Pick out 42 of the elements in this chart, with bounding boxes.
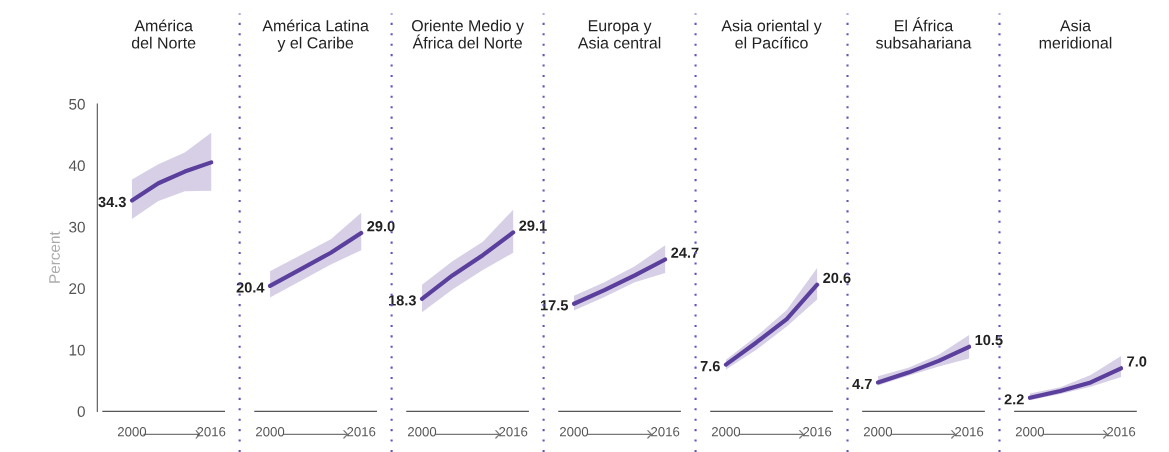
data-label: 10.5 bbox=[975, 334, 1003, 346]
data-label: 20.4 bbox=[236, 282, 265, 293]
chart-title: América del Norte bbox=[131, 19, 196, 49]
x-tick-label: 2016 bbox=[803, 427, 832, 437]
y-tick-label: 30 bbox=[69, 221, 85, 233]
data-label: 7.0 bbox=[1127, 356, 1147, 367]
x-tick-label: 2016 bbox=[197, 427, 226, 437]
data-label: 2.2 bbox=[1004, 394, 1024, 405]
data-label: 18.3 bbox=[388, 295, 416, 306]
x-tick-label: 2016 bbox=[499, 427, 528, 437]
chart-title: El África subsahariana bbox=[876, 17, 972, 49]
data-label: 34.3 bbox=[98, 196, 126, 208]
x-tick-label: 2016 bbox=[651, 427, 680, 437]
y-tick-label: 50 bbox=[69, 98, 85, 110]
x-tick-label: 2000 bbox=[711, 427, 741, 437]
chart-title: Asia oriental y el Pacífico bbox=[721, 19, 822, 49]
chart-title: Oriente Medio y África del Norte bbox=[411, 19, 524, 49]
data-label: 29.1 bbox=[519, 220, 547, 231]
x-tick-label: 2000 bbox=[408, 427, 437, 437]
data-label: 24.7 bbox=[671, 247, 699, 258]
y-tick-label: 40 bbox=[68, 160, 85, 172]
data-label: 29.0 bbox=[367, 221, 395, 232]
data-label: 7.6 bbox=[700, 360, 720, 372]
y-axis-title: Percent bbox=[49, 231, 60, 283]
x-tick-label: 2000 bbox=[117, 427, 147, 437]
x-tick-label: 2000 bbox=[256, 427, 285, 437]
chart-title: América Latina y el Caribe bbox=[262, 19, 369, 52]
data-label: 17.5 bbox=[540, 300, 569, 311]
x-tick-label: 2016 bbox=[1107, 427, 1136, 437]
x-tick-label: 2000 bbox=[559, 427, 589, 437]
chart-title: Europa y Asia central bbox=[577, 20, 661, 49]
data-label: 20.6 bbox=[823, 272, 851, 284]
x-tick-label: 2016 bbox=[347, 427, 376, 437]
line-series bbox=[129, 160, 214, 203]
y-tick-label: 20 bbox=[69, 283, 85, 295]
y-tick-label: 0 bbox=[77, 406, 85, 418]
x-tick-label: 2000 bbox=[1015, 427, 1045, 437]
x-tick-label: 2016 bbox=[955, 427, 984, 437]
x-tick-label: 2000 bbox=[863, 427, 893, 437]
data-label: 4.7 bbox=[852, 378, 872, 389]
y-tick-label: 10 bbox=[69, 344, 85, 356]
chart-title: Asia meridional bbox=[1039, 19, 1112, 49]
